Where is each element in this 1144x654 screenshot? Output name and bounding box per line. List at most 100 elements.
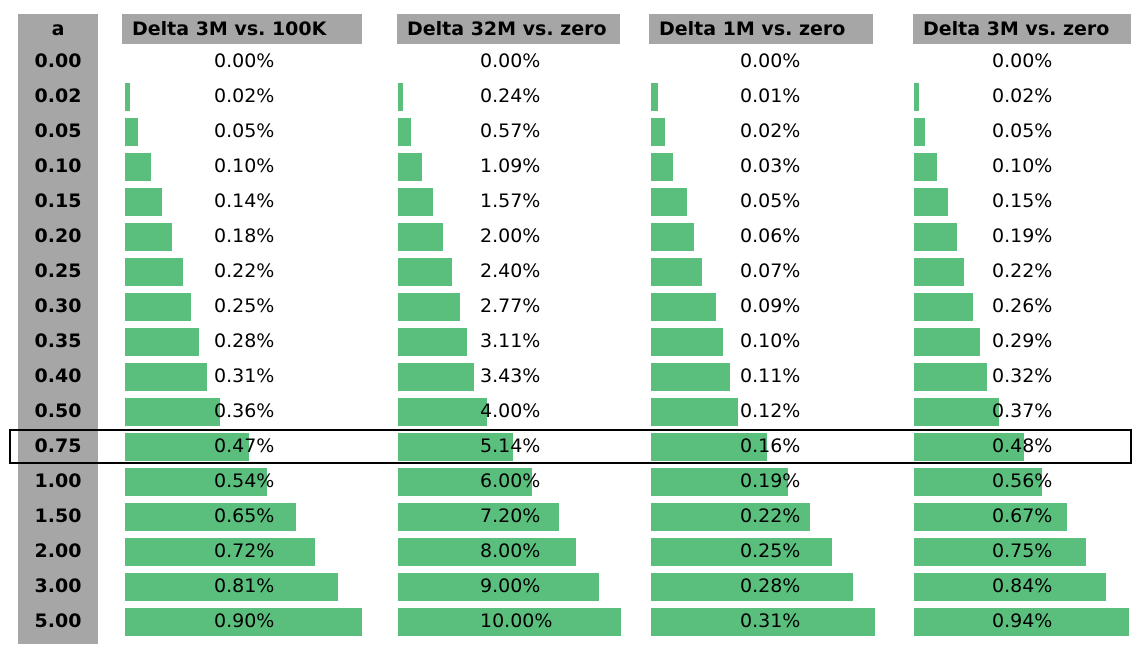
data-label: 0.07% [740, 260, 801, 282]
data-label: 0.26% [992, 295, 1053, 317]
data-label: 0.10% [214, 155, 275, 177]
data-bar [651, 573, 853, 601]
data-label: 0.36% [214, 400, 275, 422]
data-bar [914, 468, 1042, 496]
data-label: 0.03% [740, 155, 801, 177]
data-bar [398, 398, 487, 426]
data-bar [125, 153, 151, 181]
a-value-cell: 0.10 [34, 155, 82, 177]
data-label: 0.84% [992, 575, 1053, 597]
data-label: 0.00% [214, 50, 275, 72]
a-value-cell: 0.25 [34, 260, 82, 282]
data-bar [398, 538, 576, 566]
data-label: 0.11% [740, 365, 801, 387]
data-bar [398, 188, 433, 216]
data-label: 0.06% [740, 225, 801, 247]
data-label: 0.01% [740, 85, 801, 107]
data-label: 0.00% [992, 50, 1053, 72]
data-label: 3.43% [480, 365, 541, 387]
data-label: 1.09% [480, 155, 541, 177]
data-label: 0.22% [992, 260, 1053, 282]
a-value-cell: 1.50 [34, 505, 82, 527]
data-label: 0.54% [214, 470, 275, 492]
data-bar [398, 118, 411, 146]
data-label: 2.77% [480, 295, 541, 317]
a-value-cell: 0.35 [34, 330, 82, 352]
data-label: 0.00% [740, 50, 801, 72]
data-label: 0.28% [214, 330, 275, 352]
data-bar [914, 398, 999, 426]
data-bar [651, 363, 730, 391]
a-value-cell: 0.75 [34, 435, 82, 457]
data-label: 0.02% [214, 85, 275, 107]
data-label: 9.00% [480, 575, 541, 597]
data-bar [651, 468, 788, 496]
data-bar [125, 398, 220, 426]
data-label: 0.28% [740, 575, 801, 597]
data-label: 1.57% [480, 190, 541, 212]
series-header: Delta 32M vs. zero [397, 14, 620, 44]
data-label: 0.05% [740, 190, 801, 212]
a-value-cell: 5.00 [34, 610, 82, 632]
data-bar [125, 223, 172, 251]
data-label: 0.10% [740, 330, 801, 352]
data-label: 0.32% [992, 365, 1053, 387]
data-bar [651, 538, 832, 566]
data-bar [398, 503, 559, 531]
a-value-cell: 0.20 [34, 225, 82, 247]
data-bar [914, 608, 1129, 636]
data-bar [398, 468, 532, 496]
data-bar [125, 503, 296, 531]
data-bar [651, 223, 694, 251]
data-label: 0.37% [992, 400, 1053, 422]
data-label: 0.31% [214, 365, 275, 387]
series-header: Delta 1M vs. zero [649, 14, 873, 44]
data-bar [125, 468, 267, 496]
data-label: 0.15% [992, 190, 1053, 212]
data-label: 0.25% [214, 295, 275, 317]
data-label: 0.16% [740, 435, 801, 457]
data-label: 0.48% [992, 435, 1053, 457]
data-bar [125, 118, 138, 146]
data-label: 0.19% [992, 225, 1053, 247]
data-label: 0.65% [214, 505, 275, 527]
data-bar [125, 538, 315, 566]
a-value-cell: 0.40 [34, 365, 82, 387]
data-bar [914, 153, 937, 181]
data-label: 0.90% [214, 610, 275, 632]
data-label: 0.22% [214, 260, 275, 282]
data-bar [914, 538, 1086, 566]
data-label: 0.94% [992, 610, 1053, 632]
data-label: 8.00% [480, 540, 541, 562]
a-value-cell: 0.15 [34, 190, 82, 212]
data-bar [914, 258, 964, 286]
data-bar [651, 328, 723, 356]
data-label: 0.72% [214, 540, 275, 562]
data-label: 0.19% [740, 470, 801, 492]
data-label: 0.12% [740, 400, 801, 422]
data-bar [651, 398, 738, 426]
data-label: 2.00% [480, 225, 541, 247]
data-label: 0.02% [740, 120, 801, 142]
data-bar [398, 293, 460, 321]
data-bar [651, 118, 665, 146]
data-bar [125, 363, 207, 391]
series-header: Delta 3M vs. 100K [122, 14, 362, 44]
data-label: 0.31% [740, 610, 801, 632]
data-bar [398, 608, 621, 636]
data-bar [914, 573, 1106, 601]
data-label: 0.09% [740, 295, 801, 317]
data-label: 0.81% [214, 575, 275, 597]
data-bar [125, 433, 249, 461]
data-bar [914, 188, 948, 216]
data-bar [398, 223, 443, 251]
data-bar [914, 363, 987, 391]
a-value-cell: 0.30 [34, 295, 82, 317]
a-value-cell: 0.05 [34, 120, 82, 142]
data-bar [125, 258, 183, 286]
a-value-cell: 3.00 [34, 575, 82, 597]
series-header: Delta 3M vs. zero [913, 14, 1131, 44]
data-label: 4.00% [480, 400, 541, 422]
data-bar [651, 608, 875, 636]
data-label: 0.24% [480, 85, 541, 107]
